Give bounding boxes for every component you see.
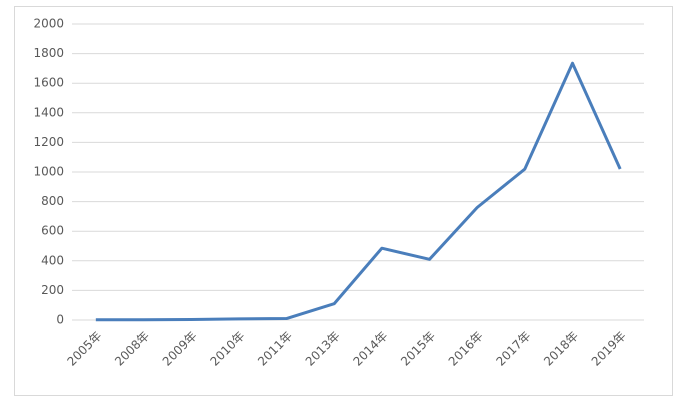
y-tick-label: 1400 (33, 105, 64, 119)
y-tick-label: 600 (41, 224, 64, 238)
y-tick-label: 1000 (33, 165, 64, 179)
y-tick-label: 0 (56, 313, 64, 327)
y-tick-label: 1800 (33, 46, 64, 60)
y-tick-label: 2000 (33, 17, 64, 31)
y-tick-label: 1200 (33, 135, 64, 149)
data-line (95, 61, 622, 322)
chart-border (14, 6, 673, 396)
y-tick-label: 1600 (33, 76, 64, 90)
y-tick-label: 400 (41, 253, 64, 267)
y-tick-label: 800 (41, 194, 64, 208)
y-tick-label: 200 (41, 283, 64, 297)
